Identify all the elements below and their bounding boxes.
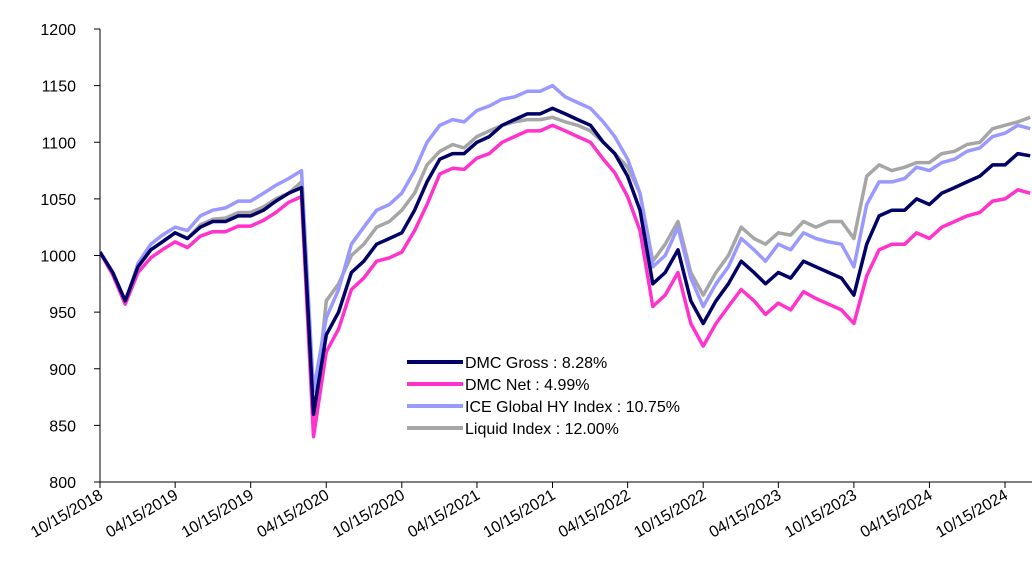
y-tick-label: 800 — [49, 475, 76, 492]
y-tick-label: 950 — [49, 305, 76, 322]
x-tick-label: 04/15/2024 — [858, 487, 936, 542]
x-tick-label: 04/15/2021 — [405, 487, 483, 542]
x-tick-label: 10/15/2024 — [933, 487, 1011, 542]
y-tick-label: 1150 — [42, 79, 77, 96]
series-line — [100, 123, 1031, 439]
x-tick-label: 04/15/2023 — [706, 487, 784, 542]
x-tick-label: 10/15/2019 — [179, 487, 257, 542]
x-tick-label: 10/15/2023 — [782, 487, 860, 542]
legend-label: Liquid Index : 12.00% — [465, 421, 619, 438]
x-tick-label: 04/15/2019 — [103, 487, 181, 542]
series-line — [100, 106, 1031, 416]
x-tick-label: 10/15/2020 — [330, 487, 408, 542]
x-tick-label: 10/15/2021 — [481, 487, 559, 542]
legend-label: DMC Gross : 8.28% — [465, 355, 607, 372]
x-tick-label: 10/15/2018 — [28, 487, 106, 542]
y-tick-label: 1000 — [40, 249, 76, 266]
y-tick-label: 850 — [49, 418, 76, 435]
series-line — [100, 83, 1031, 394]
y-tick-label: 900 — [49, 362, 76, 379]
x-tick-label: 04/15/2020 — [254, 487, 332, 542]
x-tick-label: 04/15/2022 — [556, 487, 634, 542]
y-tick-label: 1200 — [40, 22, 76, 39]
legend-label: DMC Net : 4.99% — [465, 377, 589, 394]
y-tick-label: 1100 — [42, 135, 77, 152]
series-line — [100, 115, 1031, 428]
y-tick-label: 1050 — [40, 192, 76, 209]
x-tick-label: 10/15/2022 — [631, 487, 709, 542]
legend-label: ICE Global HY Index : 10.75% — [465, 399, 680, 416]
legend: DMC Gross : 8.28% DMC Net : 4.99% ICE Glob… — [403, 348, 733, 444]
